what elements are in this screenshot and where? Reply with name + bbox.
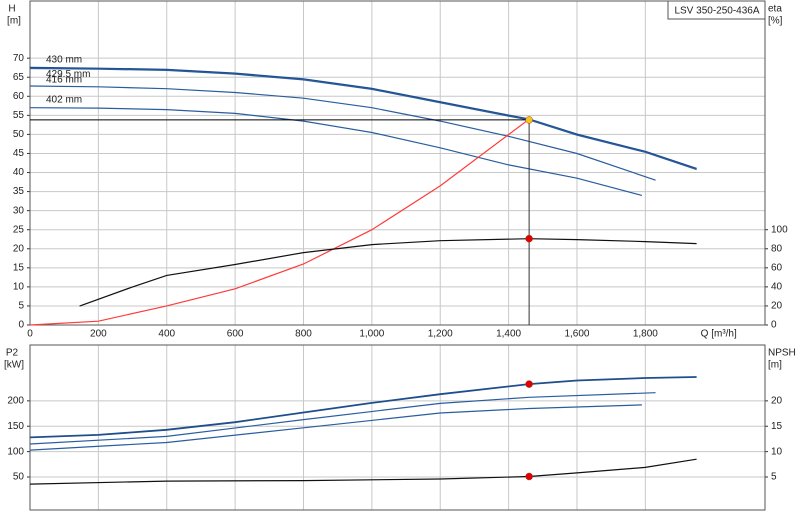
y2-axis-unit: [m]: [768, 360, 782, 371]
y-axis-unit: [m]: [7, 16, 21, 27]
y-axis-unit: [kW]: [4, 360, 24, 371]
y-tick-label: 55: [13, 110, 25, 121]
y2-tick-label: 40: [771, 282, 783, 293]
series-line: [29, 85, 656, 181]
series-line: [29, 118, 530, 326]
series-line: [29, 66, 697, 170]
operating-point: [525, 472, 533, 481]
series-name: 402 mm: [46, 94, 82, 105]
y-tick-label: 200: [7, 395, 24, 406]
y2-tick-label: 20: [771, 395, 783, 406]
y-tick-label: 10: [13, 282, 25, 293]
y-tick-label: 150: [7, 421, 24, 432]
y2-tick-label: 10: [771, 446, 783, 457]
x-axis-label: Q [m³/h]: [701, 329, 737, 340]
operating-point: [525, 116, 533, 124]
x-tick-label: 1,000: [359, 329, 384, 340]
y-tick-label: 20: [13, 243, 25, 254]
operating-point: [525, 380, 533, 388]
y2-tick-label: 0: [771, 320, 777, 331]
y-tick-label: 70: [13, 53, 25, 64]
y2-tick-label: 60: [771, 262, 783, 273]
y2-tick-label: 15: [771, 421, 783, 432]
y2-tick-label: 80: [771, 243, 783, 254]
series-name: 429.5 mm: [46, 69, 90, 80]
series-line: [29, 107, 643, 196]
y-tick-label: 50: [13, 472, 25, 483]
chart-title: LSV 350-250-436A: [674, 6, 759, 17]
y2-axis-label: eta: [768, 4, 782, 15]
x-tick-label: 1,600: [564, 329, 589, 340]
y-tick-label: 15: [13, 262, 25, 273]
y2-axis-label: NPSH: [768, 348, 796, 359]
y2-axis-unit: [%]: [768, 16, 783, 27]
y-tick-label: 45: [13, 148, 25, 159]
y-tick-label: 100: [7, 446, 24, 457]
series-line: [29, 458, 697, 485]
series-line: [79, 238, 697, 307]
plot-frame: [29, 0, 766, 326]
plot-frame: [29, 344, 766, 511]
x-tick-label: 1,400: [496, 329, 521, 340]
y-tick-label: 40: [13, 167, 25, 178]
series-line: [29, 392, 656, 445]
y2-tick-label: 100: [771, 224, 788, 235]
x-tick-label: 800: [295, 329, 312, 340]
y2-tick-label: 5: [771, 472, 777, 483]
y-tick-label: 60: [13, 91, 25, 102]
x-tick-label: 1,200: [428, 329, 453, 340]
title-box: [667, 0, 766, 20]
y-tick-label: 0: [18, 320, 24, 331]
series-line: [29, 67, 697, 171]
x-tick-label: 0: [27, 329, 33, 340]
x-tick-label: 400: [158, 329, 175, 340]
x-tick-label: 600: [227, 329, 244, 340]
operating-point: [525, 234, 533, 243]
y-tick-label: 25: [13, 224, 25, 235]
y-axis-label: H: [8, 4, 15, 15]
y-tick-label: 35: [13, 186, 25, 197]
x-tick-label: 1,800: [633, 329, 658, 340]
x-tick-label: 200: [90, 329, 107, 340]
series-line: [29, 376, 697, 439]
series-name: 416 mm: [46, 75, 82, 86]
y-tick-label: 50: [13, 129, 25, 140]
y-tick-label: 65: [13, 72, 25, 83]
series-name: 430 mm: [46, 54, 82, 65]
series-line: [29, 404, 642, 451]
y-axis-label: P2: [6, 348, 19, 359]
y2-tick-label: 20: [771, 301, 783, 312]
y-tick-label: 5: [18, 301, 24, 312]
y-tick-label: 30: [13, 205, 25, 216]
